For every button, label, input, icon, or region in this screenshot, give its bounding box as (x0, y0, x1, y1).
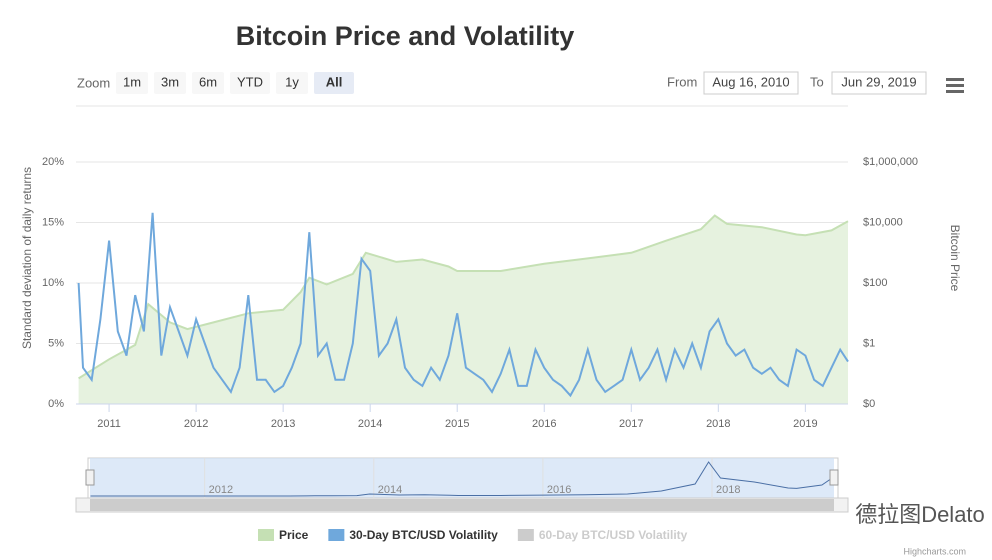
zoom-button-label[interactable]: 1y (285, 74, 299, 89)
navigator-tick-label: 2016 (547, 484, 571, 496)
y2-tick-label: $1,000,000 (863, 156, 918, 168)
volatility-line (77, 212, 849, 398)
zoom-button-label[interactable]: All (326, 74, 343, 89)
legend-label[interactable]: 30-Day BTC/USD Volatility (349, 528, 498, 542)
price-area (78, 215, 849, 404)
to-label: To (810, 74, 824, 89)
y-tick-label: 20% (42, 156, 64, 168)
y2-tick-label: $1 (863, 337, 875, 349)
x-tick-label: 2017 (619, 418, 643, 430)
zoom-button-label[interactable]: 1m (123, 74, 141, 89)
x-tick-label: 2018 (706, 418, 730, 430)
x-tick-label: 2019 (793, 418, 817, 430)
menu-bar (946, 90, 964, 93)
menu-bar (946, 84, 964, 87)
from-label: From (667, 74, 697, 89)
legend-swatch[interactable] (258, 529, 274, 541)
x-tick-label: 2012 (184, 418, 208, 430)
legend-swatch[interactable] (328, 529, 345, 541)
y-axis-title: Standard deviation of daily returns (20, 167, 34, 349)
navigator-tick-label: 2014 (378, 484, 402, 496)
watermark: 德拉图Delato (855, 502, 985, 527)
y-tick-label: 0% (48, 398, 64, 410)
menu-button[interactable] (946, 78, 964, 93)
zoom-button-label[interactable]: YTD (237, 74, 263, 89)
zoom-button[interactable] (276, 72, 308, 94)
scrollbar-thumb[interactable] (90, 499, 834, 511)
y2-tick-label: $100 (863, 277, 887, 289)
zoom-button-label[interactable]: 3m (161, 74, 179, 89)
zoom-button[interactable] (230, 72, 270, 94)
to-value[interactable]: Jun 29, 2019 (841, 74, 916, 89)
legend-label[interactable]: Price (279, 528, 309, 542)
x-tick-label: 2015 (445, 418, 469, 430)
zoom-button[interactable] (154, 72, 186, 94)
legend-swatch[interactable] (517, 529, 534, 541)
zoom-label: Zoom (77, 75, 110, 90)
y2-tick-label: $10,000 (863, 216, 903, 228)
to-input[interactable] (831, 71, 927, 95)
x-tick-label: 2013 (271, 418, 295, 430)
zoom-button-label[interactable]: 6m (199, 74, 217, 89)
credits[interactable]: Highcharts.com (903, 546, 966, 556)
y-tick-label: 10% (42, 277, 64, 289)
y2-tick-label: $0 (863, 398, 875, 410)
y-tick-label: 5% (48, 337, 64, 349)
menu-bar (946, 78, 964, 81)
zoom-button[interactable] (192, 72, 224, 94)
zoom-button[interactable] (314, 72, 354, 94)
navigator-series (90, 461, 839, 497)
legend-label[interactable]: 60-Day BTC/USD Volatility (539, 528, 688, 542)
x-tick-label: 2016 (532, 418, 556, 430)
price-line (78, 214, 849, 380)
navigator-handle[interactable] (829, 469, 839, 486)
chart-title: Bitcoin Price and Volatility (236, 21, 575, 51)
from-input[interactable] (703, 71, 799, 95)
navigator-tick-label: 2012 (209, 484, 233, 496)
x-tick-label: 2014 (358, 418, 382, 430)
navigator-tick-label: 2018 (716, 484, 740, 496)
y-tick-label: 15% (42, 216, 64, 228)
x-tick-label: 2011 (97, 418, 121, 430)
zoom-button[interactable] (116, 72, 148, 94)
navigator-handle[interactable] (85, 469, 95, 486)
y2-axis-title: Bitcoin Price (948, 225, 962, 292)
from-value[interactable]: Aug 16, 2010 (712, 74, 789, 89)
